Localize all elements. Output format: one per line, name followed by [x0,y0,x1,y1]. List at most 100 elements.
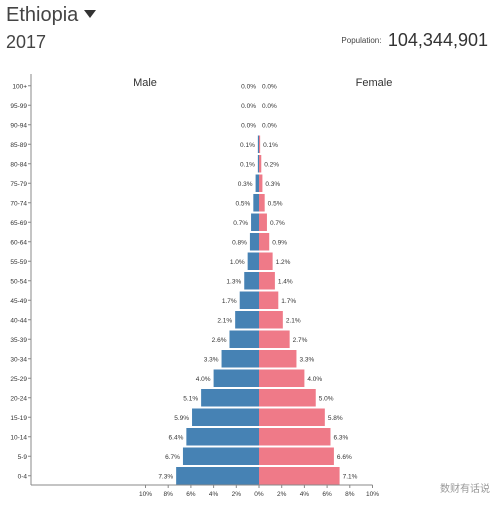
age-group-label: 20-24 [10,395,27,402]
female-bar [259,174,263,192]
male-value-label: 0.1% [240,161,255,168]
female-value-label: 4.0% [307,376,322,383]
female-value-label: 0.9% [272,239,287,246]
male-value-label: 5.1% [183,395,198,402]
x-tick-label: 10% [366,491,379,498]
age-group-label: 30-34 [10,356,27,363]
series-label-female: Female [356,77,393,89]
female-bar [259,369,305,387]
female-value-label: 5.8% [328,415,343,422]
x-tick-label: 4% [300,491,310,498]
age-group-label: 25-29 [10,376,27,383]
female-value-label: 0.0% [262,83,277,90]
population-pyramid-chart: Male Female 100+ 0.0% 0.0% 95-99 0.0% 0.0% 90-94… [10,74,393,498]
age-group-label: 100+ [12,83,27,90]
x-tick-label: 6% [322,491,332,498]
male-bar [176,467,259,485]
male-value-label: 7.3% [158,473,173,480]
male-value-label: 2.6% [212,337,227,344]
year-label: 2017 [6,32,47,52]
age-group-label: 85-89 [10,142,27,149]
female-bar [259,389,316,407]
watermark: 数财有话说 [440,484,490,495]
female-bar [259,252,273,270]
female-bar [259,311,283,329]
female-value-label: 0.0% [262,122,277,129]
female-bar [259,135,261,153]
male-value-label: 0.0% [241,122,256,129]
female-bar [259,447,334,465]
country-name: Ethiopia [6,4,79,26]
male-bar [192,408,259,426]
female-value-label: 2.1% [286,317,301,324]
female-value-label: 0.7% [270,220,285,227]
male-bar [253,194,259,212]
female-value-label: 0.3% [265,181,280,188]
female-value-label: 6.6% [337,454,352,461]
male-value-label: 1.3% [226,278,241,285]
female-value-label: 0.0% [262,103,277,110]
male-value-label: 2.1% [217,317,232,324]
female-value-label: 6.3% [334,434,349,441]
x-tick-label: 0% [254,491,264,498]
male-bar [239,291,259,309]
male-bar [213,369,259,387]
country-selector[interactable]: Ethiopia [6,4,97,27]
age-group-label: 75-79 [10,181,27,188]
age-group-label: 35-39 [10,337,27,344]
female-bar [259,194,265,212]
x-tick-label: 8% [345,491,355,498]
age-group-label: 45-49 [10,298,27,305]
female-bar [259,233,270,251]
male-value-label: 0.0% [241,103,256,110]
female-bar [259,467,340,485]
male-bar [244,272,259,290]
population-label: Population: [341,36,382,45]
male-value-label: 1.7% [222,298,237,305]
age-group-label: 40-44 [10,317,27,324]
male-bar [255,174,259,192]
female-value-label: 0.5% [268,200,283,207]
female-value-label: 1.7% [281,298,296,305]
age-group-label: 0-4 [18,473,28,480]
male-value-label: 0.7% [233,220,248,227]
female-value-label: 7.1% [343,473,358,480]
male-bar [201,389,259,407]
female-value-label: 1.4% [278,278,293,285]
age-group-label: 55-59 [10,259,27,266]
male-value-label: 0.1% [240,142,255,149]
male-bar [247,252,259,270]
male-value-label: 1.0% [230,259,245,266]
x-tick-label: 6% [186,491,196,498]
male-bar [186,428,259,446]
age-group-label: 80-84 [10,161,27,168]
age-group-label: 95-99 [10,103,27,110]
female-bar [259,291,279,309]
age-group-label: 10-14 [10,434,27,441]
population-readout: Population: 104,344,901 [341,30,488,51]
age-group-label: 90-94 [10,122,27,129]
female-value-label: 0.1% [263,142,278,149]
male-value-label: 6.7% [165,454,180,461]
male-value-label: 4.0% [196,376,211,383]
male-value-label: 3.3% [204,356,219,363]
male-bar [257,135,259,153]
female-bar [259,428,331,446]
header: Ethiopia 2017 Population: 104,344,901 [0,0,500,60]
female-value-label: 5.0% [319,395,334,402]
male-bar [257,155,259,173]
male-value-label: 0.3% [238,181,253,188]
x-tick-label: 2% [232,491,242,498]
age-group-label: 15-19 [10,415,27,422]
caret-down-icon[interactable] [84,9,97,18]
male-bar [229,330,259,348]
male-bar [251,213,259,231]
female-bar [259,272,275,290]
male-bar [221,350,259,368]
age-group-label: 70-74 [10,200,27,207]
series-label-male: Male [133,77,157,89]
female-value-label: 3.3% [299,356,314,363]
male-value-label: 0.5% [235,200,250,207]
female-bar [259,350,297,368]
x-tick-label: 4% [209,491,219,498]
